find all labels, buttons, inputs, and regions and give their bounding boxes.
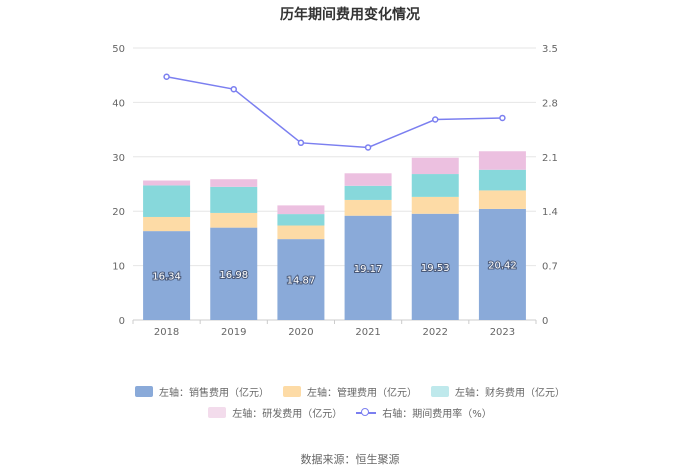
y-left-tick-label: 40: [112, 98, 125, 109]
bar-segment-1: [411, 196, 459, 214]
bar-segment-0: [411, 213, 459, 320]
bar-data-label: 14.87: [287, 276, 316, 287]
y-right-tick-label: 2.1: [542, 153, 558, 164]
bar-data-label: 20.42: [488, 260, 517, 271]
bar-segment-0: [277, 239, 325, 320]
legend-label-rnd: 左轴：研发费用（亿元）: [232, 409, 343, 420]
y-right-tick-label: 3.5: [542, 44, 558, 55]
bar-segment-3: [411, 157, 459, 175]
legend-item-admin[interactable]: 左轴：管理费用（亿元）: [283, 384, 417, 399]
x-tick-label: 2022: [423, 327, 448, 338]
bar-segment-2: [344, 185, 392, 200]
bar-segment-0: [344, 215, 392, 320]
x-tick-label: 2018: [154, 327, 179, 338]
bar-segment-1: [277, 225, 325, 240]
x-tick-label: 2020: [288, 327, 313, 338]
y-left-tick-label: 0: [119, 316, 125, 327]
bar-segment-2: [143, 185, 191, 217]
bar-segment-2: [411, 174, 459, 197]
bar-segment-1: [344, 199, 392, 216]
y-right-tick-label: 0: [542, 316, 548, 327]
bar-data-label: 16.98: [219, 270, 248, 281]
rate-point: [163, 73, 170, 81]
x-tick-label: 2021: [355, 327, 380, 338]
rate-point: [297, 139, 305, 147]
legend-label-rate: 右轴：期间费用率（%）: [382, 409, 492, 420]
bar-segment-2: [478, 169, 526, 191]
bar-data-label: 19.17: [354, 264, 383, 275]
legend-swatch-rate: [356, 407, 377, 419]
rate-point: [230, 85, 237, 93]
bar-data-label: 19.53: [421, 263, 450, 274]
legend-label-sales: 左轴：销售费用（亿元）: [159, 388, 269, 399]
y-right-tick-label: 2.8: [542, 98, 558, 109]
bar-segment-3: [277, 205, 325, 215]
chart-plot: 0 10 20 30 40 50 0 0.7 1.4 2.1 2.8 3.5 2018 2019 2020 2…: [112, 44, 558, 338]
legend-label-finance: 左轴：财务费用（亿元）: [455, 388, 565, 399]
bar-segment-0: [478, 208, 526, 320]
bar-segment-1: [143, 216, 191, 232]
y-left-tick-label: 10: [112, 262, 125, 273]
legend: 左轴：销售费用（亿元） 左轴：管理费用（亿元） 左轴：财务费用（亿元） 左轴：研…: [0, 384, 700, 426]
y-right-tick-label: 0.7: [542, 262, 558, 273]
bar-segment-2: [210, 186, 258, 213]
chart-title: 历年期间费用变化情况: [280, 7, 420, 23]
x-tick-label: 2023: [490, 327, 515, 338]
legend-swatch-rnd: [208, 407, 227, 418]
legend-item-rnd[interactable]: 左轴：研发费用（亿元）: [208, 405, 342, 420]
legend-item-rate[interactable]: 右轴：期间费用率（%）: [356, 405, 492, 420]
bar-segment-1: [210, 212, 258, 228]
bar-segment-3: [210, 179, 258, 187]
bar-segment-3: [344, 173, 392, 186]
bar-data-label: 16.34: [152, 272, 181, 283]
bar-segment-1: [478, 190, 526, 209]
bar-segment-3: [478, 151, 526, 170]
x-tick-label: 2019: [221, 327, 246, 338]
bar-segment-0: [210, 227, 258, 320]
y-left-tick-label: 30: [112, 153, 125, 164]
rate-line: [166, 76, 503, 149]
bar-segment-3: [143, 180, 191, 186]
y-left-tick-label: 20: [112, 207, 125, 218]
y-right-tick-label: 1.4: [542, 207, 558, 218]
legend-swatch-finance: [431, 386, 449, 397]
legend-item-sales[interactable]: 左轴：销售费用（亿元）: [135, 384, 269, 399]
rate-point: [432, 116, 439, 123]
rate-point: [364, 144, 372, 151]
rate-point: [499, 114, 506, 122]
legend-item-finance[interactable]: 左轴：财务费用（亿元）: [431, 384, 565, 399]
legend-label-admin: 左轴：管理费用（亿元）: [307, 388, 417, 399]
bar-segment-0: [143, 231, 191, 320]
legend-swatch-sales: [135, 386, 153, 397]
bar-segment-2: [277, 214, 325, 226]
legend-swatch-admin: [283, 386, 301, 397]
data-source: 数据来源：恒生聚源: [300, 453, 400, 466]
y-left-tick-label: 50: [112, 44, 125, 55]
